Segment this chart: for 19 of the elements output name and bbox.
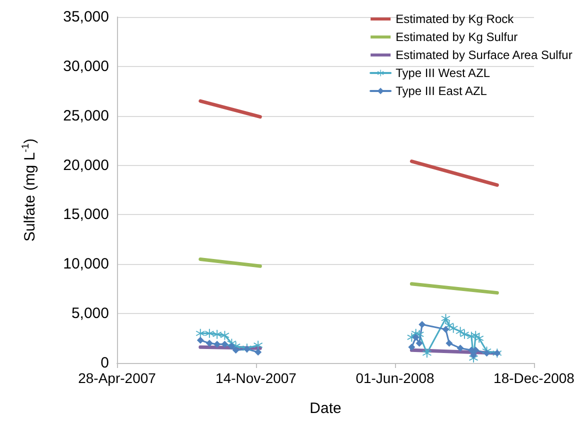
- y-tick-label: 25,000: [63, 107, 109, 124]
- legend-label: Estimated by Kg Sulfur: [396, 30, 518, 44]
- y-tick-label: 10,000: [63, 256, 109, 273]
- y-axis-title: Sulfate (mg L-1): [20, 138, 38, 242]
- x-axis-title: Date: [310, 400, 342, 417]
- y-tick-label: 20,000: [63, 156, 109, 174]
- y-tick-label: 15,000: [63, 206, 109, 224]
- legend-label: Type III East AZL: [396, 84, 488, 98]
- x-tick-label: 18-Dec-2008: [494, 370, 575, 386]
- y-tick-label: 35,000: [63, 8, 109, 26]
- legend-label: Type III West AZL: [396, 66, 490, 80]
- x-tick-label: 01-Jun-2008: [356, 370, 435, 386]
- y-tick-label: 5,000: [71, 305, 109, 322]
- x-tick-label: 28-Apr-2007: [78, 370, 156, 386]
- y-tick-label: 0: [100, 354, 109, 372]
- legend-label: Estimated by Kg Rock: [396, 12, 515, 26]
- x-tick-label: 14-Nov-2007: [216, 370, 297, 386]
- y-tick-label: 30,000: [63, 58, 109, 75]
- legend-label: Estimated by Surface Area Sulfur: [396, 48, 572, 62]
